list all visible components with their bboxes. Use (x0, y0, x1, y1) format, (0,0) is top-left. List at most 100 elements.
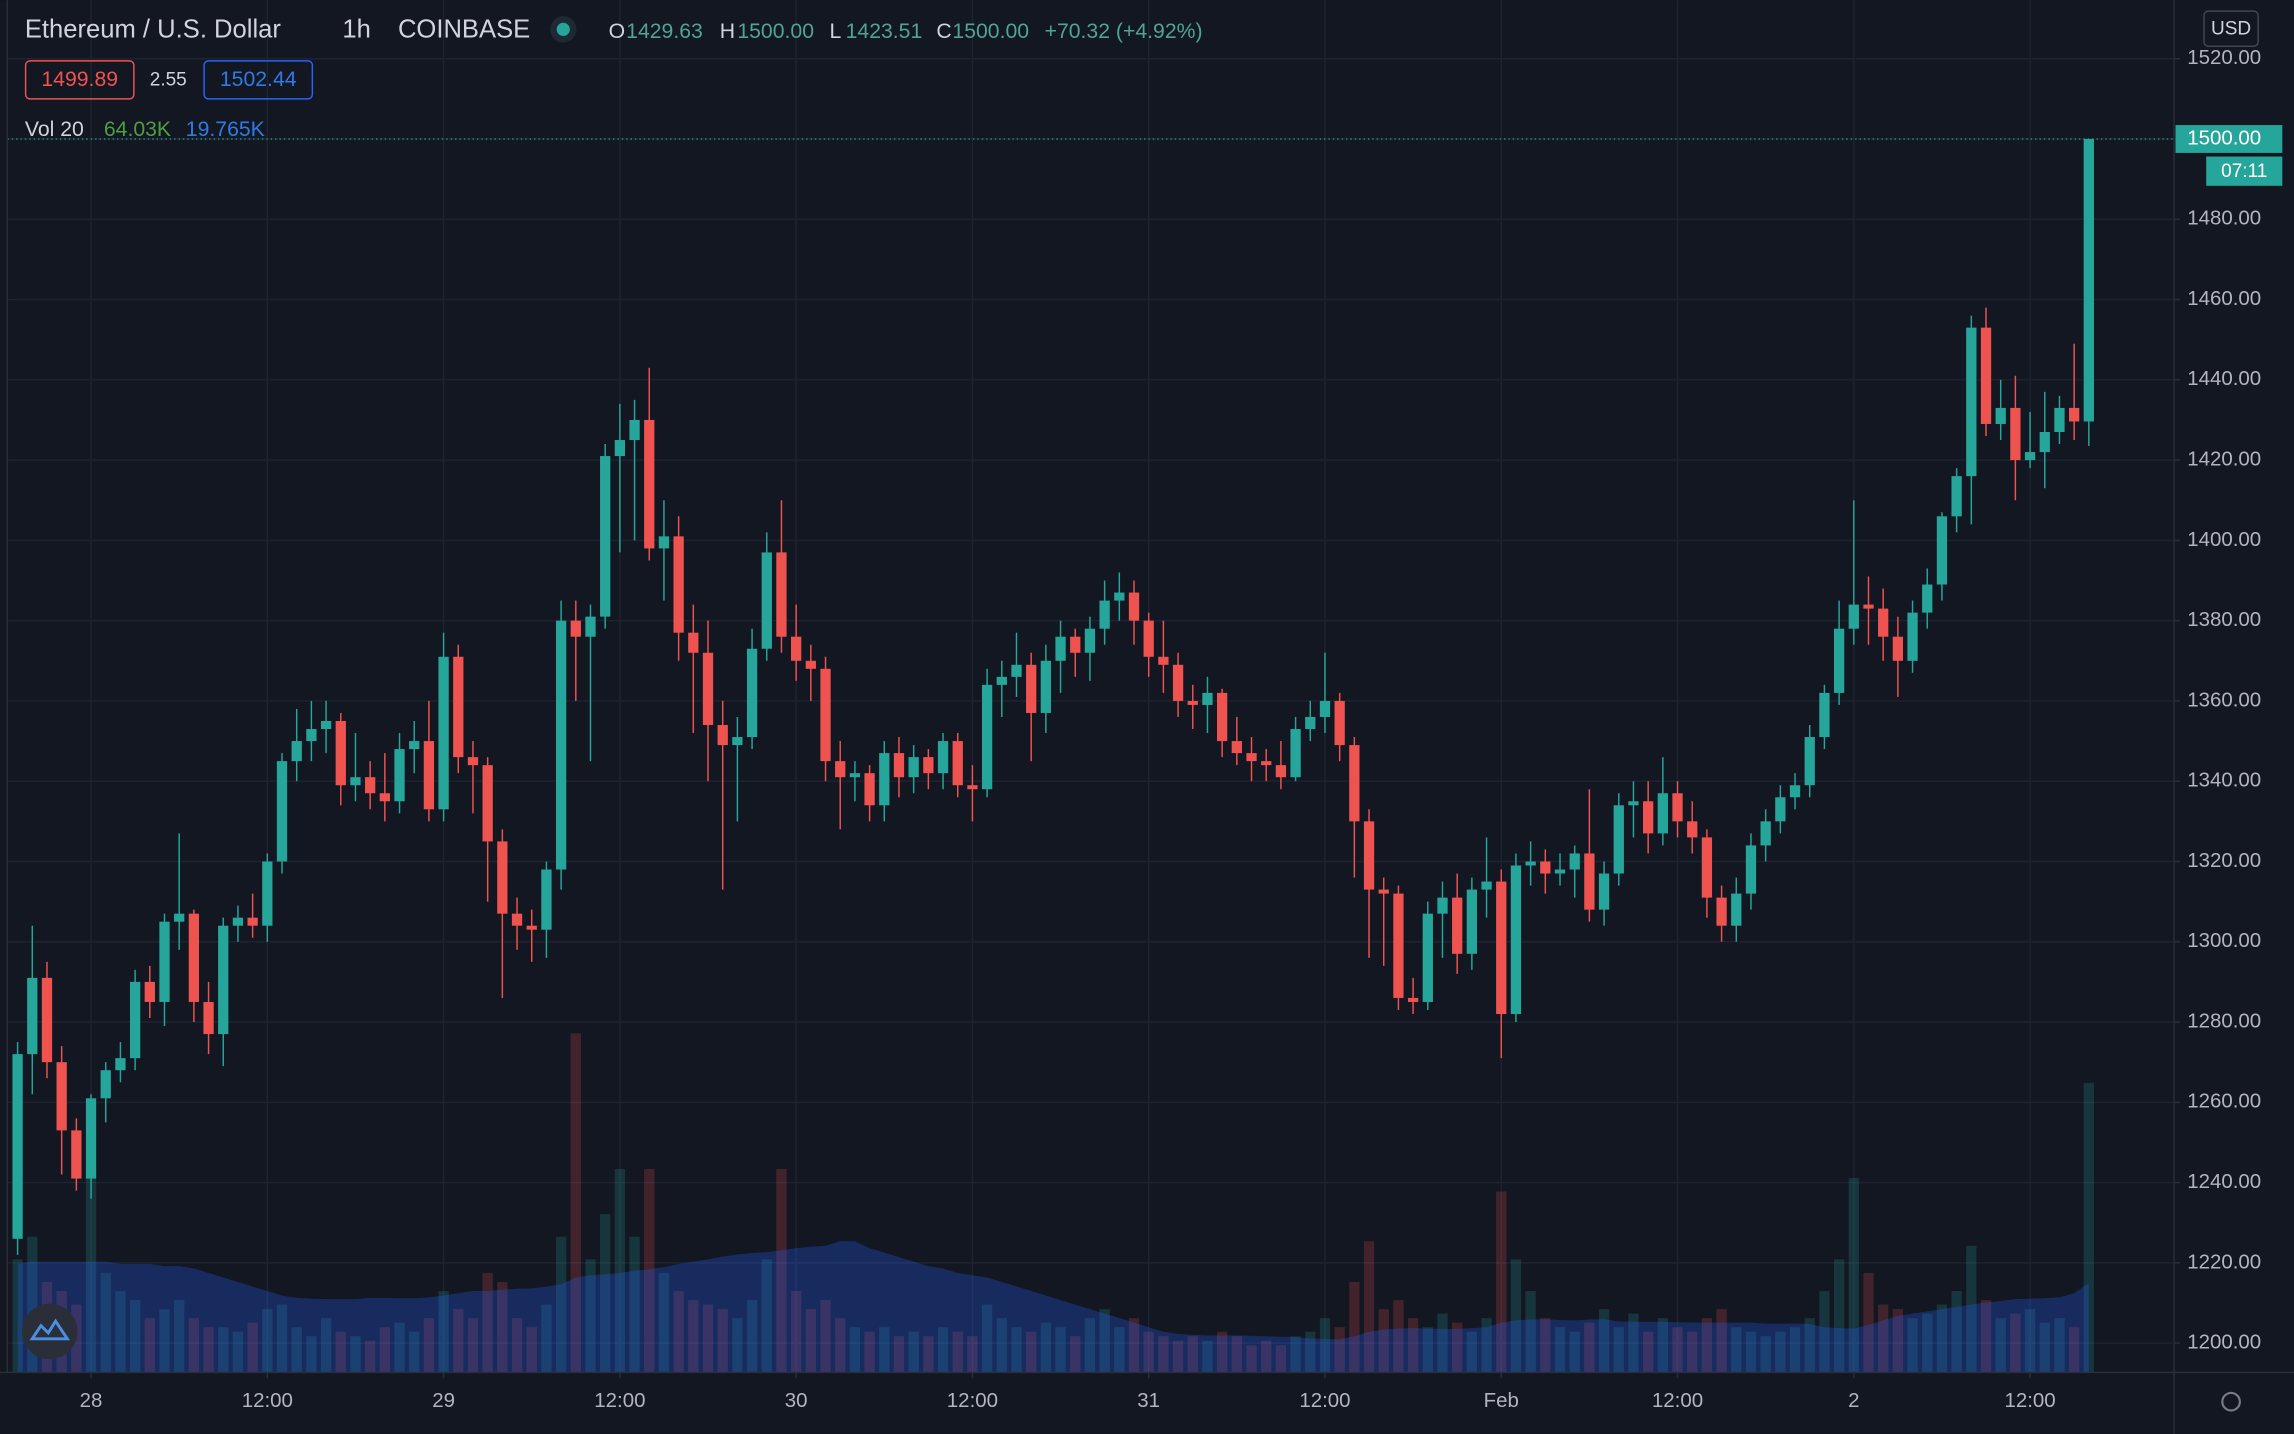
volume-bar (423, 1318, 435, 1373)
volume-bar (100, 1272, 111, 1373)
volume-bar (805, 1309, 816, 1373)
volume-bar (1290, 1336, 1301, 1373)
candle-body (1598, 873, 1610, 910)
candle-body (1099, 600, 1110, 629)
volume-bar (144, 1318, 155, 1373)
candle-body (2083, 139, 2094, 422)
y-tick-label: 1240.00 (2187, 1170, 2261, 1193)
candle-body (2054, 407, 2065, 433)
volume-bar (1261, 1340, 1272, 1373)
candle-body (1936, 516, 1948, 585)
candle-body (864, 773, 875, 806)
last-price-tag (2175, 125, 2283, 153)
x-tick-label: 12:00 (242, 1389, 293, 1412)
volume-bar (320, 1318, 332, 1373)
candle-body (1745, 845, 1757, 894)
candle-body (1848, 604, 1859, 629)
volume-bar (1554, 1327, 1566, 1373)
volume-bar (350, 1336, 361, 1373)
volume-bar (1540, 1318, 1551, 1373)
bid-price[interactable]: 1499.89 (41, 68, 118, 91)
volume-bar (1407, 1318, 1419, 1373)
volume-bar (1378, 1309, 1389, 1373)
candle-body (1011, 664, 1022, 677)
volume-bar (1745, 1331, 1757, 1373)
legend-l: 1423.51 (846, 20, 923, 43)
volume-bar (1466, 1331, 1478, 1373)
volume-bar (820, 1300, 831, 1373)
candle-body (85, 1098, 97, 1179)
volume-bar (1966, 1245, 1977, 1373)
candle-body (1363, 821, 1375, 890)
volume-bar (717, 1309, 728, 1373)
candle-body (1775, 797, 1786, 822)
ask-box[interactable] (203, 60, 314, 100)
volume-bar (438, 1291, 449, 1373)
x-tick-label: 2 (1848, 1389, 1859, 1412)
candle-body (702, 652, 714, 726)
candle-body (1980, 327, 1992, 424)
volume-bar (1907, 1318, 1918, 1373)
candle-body (1907, 612, 1918, 661)
volume-pane (12, 1033, 2094, 1373)
candle-body (1554, 869, 1566, 874)
candle-body (350, 777, 361, 786)
volume-bar (511, 1318, 523, 1373)
volume-bar (1980, 1300, 1992, 1373)
volume-bar (1452, 1322, 1463, 1373)
legend-l-label: L (830, 20, 842, 43)
candle-body (570, 620, 581, 637)
candle-body (100, 1070, 111, 1099)
settings-button[interactable] (2221, 1391, 2241, 1412)
candle-body (1084, 628, 1096, 653)
candle-body (144, 981, 155, 1002)
candle-body (1819, 692, 1830, 738)
x-tick-label: 12:00 (594, 1389, 645, 1412)
volume-bar (497, 1281, 508, 1373)
volume-bar (12, 1259, 23, 1373)
volume-bar (262, 1309, 273, 1373)
volume-bar (1437, 1313, 1448, 1373)
y-tick-label: 1400.00 (2187, 528, 2261, 551)
currency[interactable]: USD (2211, 18, 2251, 39)
candle-body (1422, 913, 1433, 1002)
volume-bar (1892, 1309, 1904, 1373)
volume-bar (1143, 1331, 1154, 1373)
candle-body (291, 741, 302, 762)
volume-bar (1569, 1331, 1580, 1373)
candle-body (614, 440, 626, 457)
volume-bar (1878, 1304, 1889, 1373)
volume-legend-ma: 19.765K (186, 118, 265, 141)
candle-body (1833, 628, 1845, 693)
candle-body (820, 668, 831, 762)
candle-body (893, 753, 905, 778)
candle-body (1172, 664, 1184, 701)
ask-price[interactable]: 1502.44 (220, 68, 297, 91)
countdown: 07:11 (2221, 161, 2267, 182)
candle-body (673, 536, 684, 633)
candle-body (1437, 897, 1448, 914)
candle-body (1892, 636, 1904, 661)
y-tick-label: 1420.00 (2187, 448, 2261, 471)
volume-bar (776, 1168, 787, 1373)
volume-bar (1731, 1327, 1742, 1373)
legend-h: 1500.00 (737, 20, 814, 43)
volume-bar (1496, 1191, 1507, 1373)
legend-change: +70.32 (+4.92%) (1045, 20, 1203, 43)
candle-body (1128, 592, 1140, 621)
currency-box[interactable] (2203, 10, 2259, 47)
x-tick-label: 31 (1137, 1389, 1160, 1412)
volume-bar (1657, 1318, 1668, 1373)
y-tick-label: 1260.00 (2187, 1090, 2261, 1113)
candle-body (952, 741, 963, 786)
spread: 2.55 (150, 70, 187, 91)
volume-bar (732, 1318, 743, 1373)
volume-bar (952, 1331, 963, 1373)
candle-body (27, 977, 38, 1055)
bid-box[interactable] (24, 60, 135, 100)
candle-body (1305, 716, 1316, 730)
y-tick-label: 1440.00 (2187, 367, 2261, 390)
candle-body (1731, 893, 1742, 926)
volume-bar (467, 1318, 479, 1373)
